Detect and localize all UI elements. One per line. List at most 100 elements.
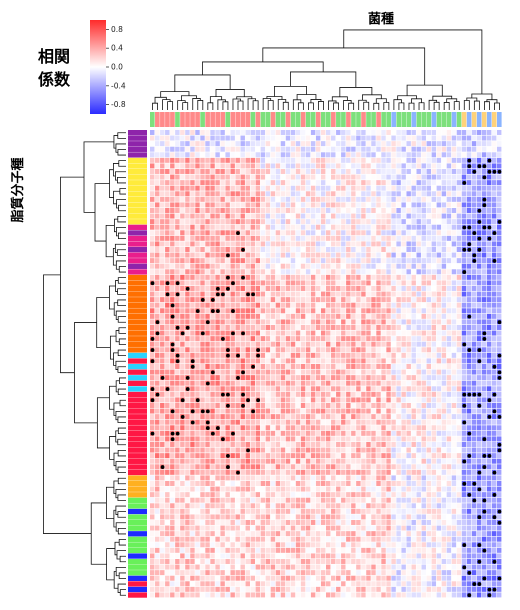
- heatmap-cell: [361, 414, 366, 420]
- heatmap-cell: [195, 481, 200, 486]
- heatmap-cell: [376, 447, 381, 453]
- column-dendrogram-link: [397, 95, 417, 100]
- heatmap-cell: [351, 497, 356, 503]
- heatmap-cell: [150, 191, 155, 197]
- heatmap-cell: [195, 436, 200, 442]
- heatmap-cell: [205, 430, 210, 436]
- heatmap-cell: [381, 453, 386, 459]
- heatmap-cell: [396, 458, 401, 464]
- heatmap-cell: [160, 486, 165, 492]
- heatmap-cell: [165, 492, 170, 498]
- heatmap-cell: [331, 492, 336, 498]
- heatmap-cell: [230, 219, 235, 225]
- heatmap-cell: [220, 369, 225, 375]
- heatmap-cell: [366, 425, 371, 431]
- heatmap-cell: [421, 358, 426, 364]
- heatmap-cell: [215, 336, 220, 342]
- heatmap-cell: [451, 263, 457, 269]
- heatmap-cell: [275, 219, 281, 225]
- heatmap-cell: [461, 375, 467, 381]
- heatmap-cell: [411, 219, 416, 225]
- row-dendrogram-link: [109, 169, 114, 198]
- heatmap-cell: [295, 352, 301, 358]
- heatmap-cell: [270, 135, 276, 141]
- heatmap-cell: [366, 313, 371, 319]
- heatmap-cell: [185, 297, 190, 303]
- heatmap-cell: [436, 308, 442, 314]
- heatmap-cell: [356, 235, 361, 241]
- heatmap-cell: [280, 191, 286, 197]
- heatmap-cell: [320, 380, 326, 386]
- heatmap-cell: [200, 130, 205, 135]
- heatmap-cell: [466, 458, 472, 464]
- heatmap-cell: [175, 219, 180, 225]
- heatmap-cell: [356, 408, 361, 414]
- heatmap-cell: [285, 258, 291, 264]
- heatmap-cell: [436, 163, 442, 169]
- heatmap-cell: [210, 141, 215, 147]
- heatmap-cell: [331, 269, 336, 275]
- column-dendrogram-link: [310, 99, 322, 103]
- heatmap-cell: [270, 230, 276, 236]
- heatmap-cell: [245, 325, 250, 330]
- heatmap-cell: [320, 447, 326, 453]
- heatmap-cell: [165, 408, 170, 414]
- heatmap-cell: [160, 235, 165, 241]
- heatmap-cell: [195, 202, 200, 208]
- heatmap-cell: [175, 364, 180, 369]
- heatmap-cell: [496, 430, 502, 436]
- heatmap-cell: [240, 464, 245, 470]
- heatmap-cell: [315, 224, 321, 230]
- heatmap-cell: [421, 219, 426, 225]
- heatmap-cell: [331, 224, 336, 230]
- heatmap-cell: [160, 469, 165, 475]
- heatmap-cell: [451, 180, 457, 186]
- heatmap-cell: [416, 263, 421, 269]
- heatmap-cell: [160, 302, 165, 308]
- heatmap-cell: [315, 308, 321, 314]
- heatmap-cell: [436, 436, 442, 442]
- heatmap-cell: [436, 230, 442, 236]
- heatmap-cell: [260, 163, 266, 169]
- heatmap-cell: [195, 213, 200, 219]
- heatmap-cell: [361, 352, 366, 358]
- heatmap-cell: [160, 130, 165, 135]
- heatmap-cell: [165, 157, 170, 163]
- heatmap-cell: [265, 453, 271, 459]
- heatmap-cell: [476, 135, 482, 141]
- heatmap-cell: [371, 280, 376, 286]
- heatmap-cell: [411, 442, 416, 447]
- heatmap-cell: [185, 458, 190, 464]
- heatmap-cell: [386, 230, 391, 236]
- heatmap-cell: [386, 202, 391, 208]
- heatmap-cell: [165, 146, 170, 152]
- heatmap-cell: [361, 358, 366, 364]
- column-dendrogram-link: [418, 102, 425, 110]
- heatmap-cell: [270, 191, 276, 197]
- column-annotation-cell: [180, 112, 185, 127]
- heatmap-cell: [461, 408, 467, 414]
- heatmap-cell: [376, 196, 381, 202]
- heatmap-cell: [280, 135, 286, 141]
- heatmap-cell: [341, 486, 346, 492]
- heatmap-cell: [391, 313, 396, 319]
- column-dendrogram-link: [494, 102, 500, 110]
- heatmap-cell: [220, 481, 225, 486]
- heatmap-cell: [195, 419, 200, 425]
- heatmap-cell: [175, 213, 180, 219]
- heatmap-cell: [481, 263, 487, 269]
- heatmap-cell: [320, 481, 326, 486]
- row-annotation-cell: [128, 247, 147, 253]
- heatmap-cell: [300, 230, 306, 236]
- heatmap-cell: [315, 313, 321, 319]
- heatmap-cell: [421, 397, 426, 403]
- heatmap-cell: [170, 458, 175, 464]
- heatmap-cell: [436, 341, 442, 347]
- heatmap-cell: [436, 425, 442, 431]
- heatmap-cell: [496, 141, 502, 147]
- heatmap-cell: [416, 391, 421, 397]
- heatmap-cell: [471, 241, 477, 247]
- heatmap-cell: [356, 286, 361, 291]
- heatmap-cell: [310, 386, 316, 392]
- heatmap-cell: [240, 397, 245, 403]
